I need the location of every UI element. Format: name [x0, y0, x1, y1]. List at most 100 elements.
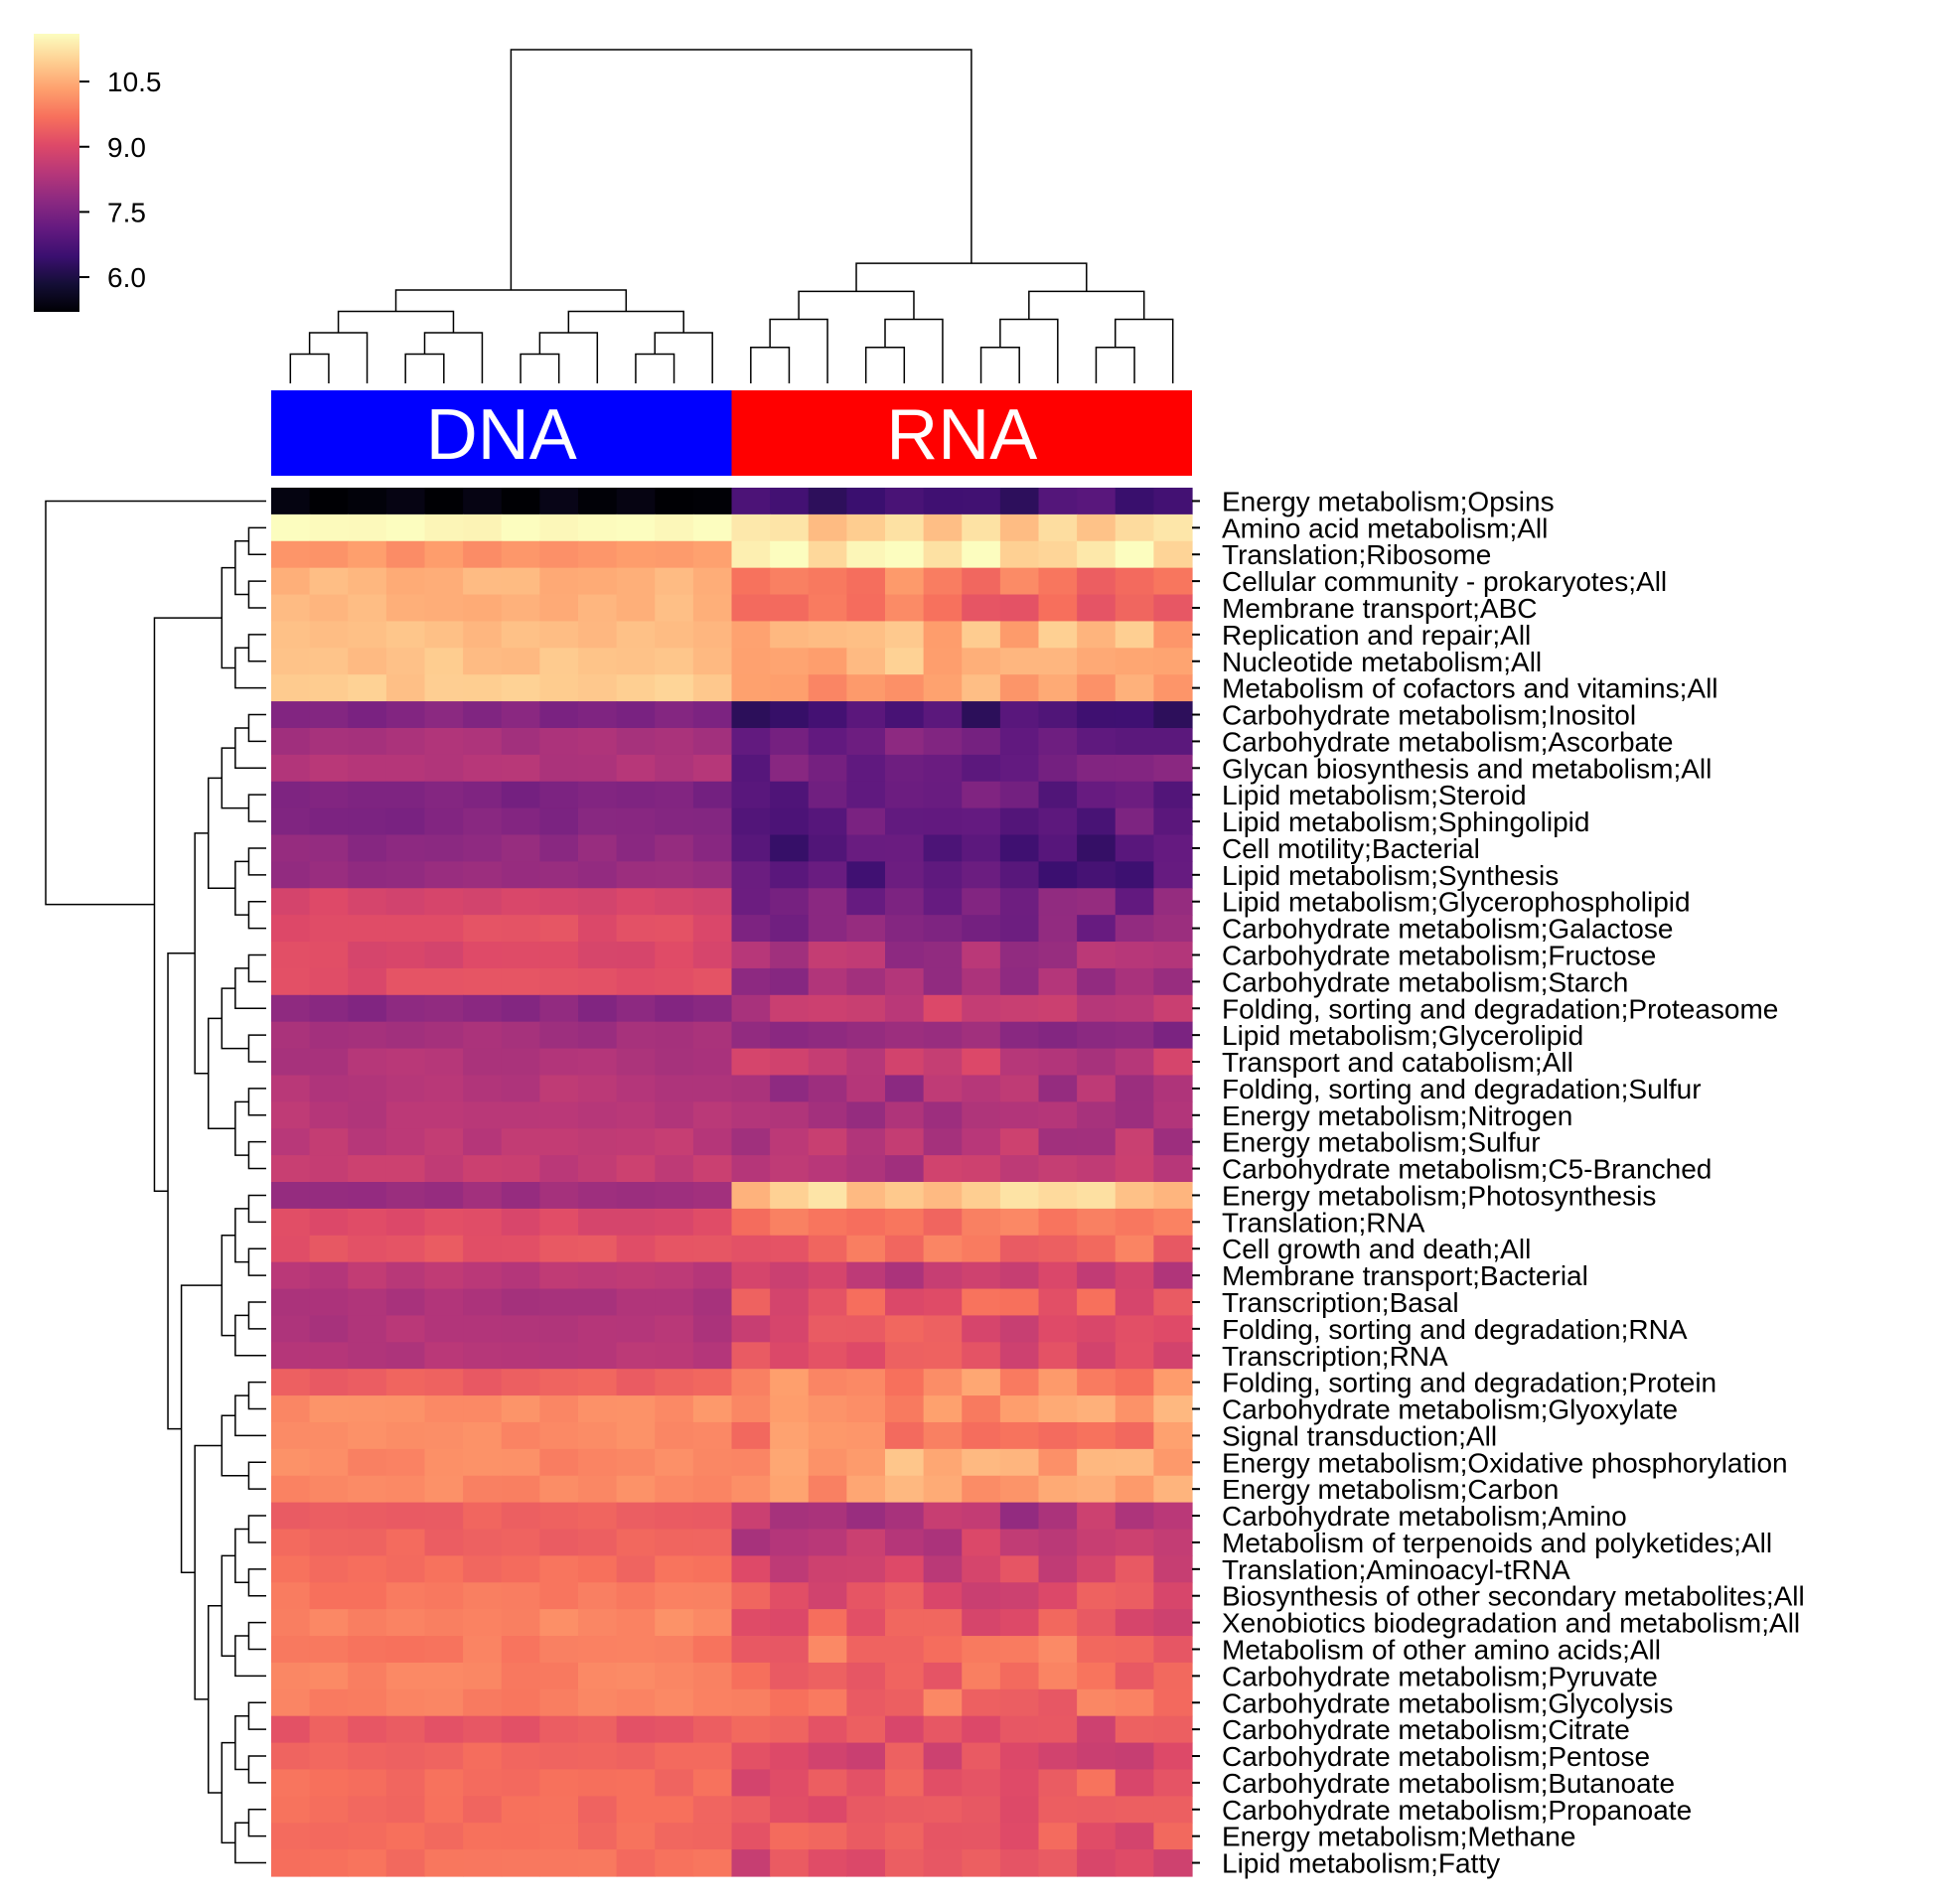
- heatmap-cell: [732, 995, 771, 1022]
- heatmap-cell: [578, 1555, 617, 1582]
- heatmap-cell: [1116, 1128, 1154, 1155]
- heatmap-cell: [1077, 1663, 1116, 1689]
- heatmap-cell: [386, 835, 425, 862]
- heatmap-cell: [1077, 861, 1116, 888]
- heatmap-cell: [1116, 621, 1154, 648]
- heatmap-cell: [1000, 1476, 1039, 1503]
- heatmap-cell: [1039, 1209, 1078, 1236]
- heatmap-cell: [425, 1182, 464, 1209]
- heatmap-cell: [1116, 1449, 1154, 1476]
- heatmap-cell: [425, 942, 464, 968]
- heatmap-cell: [846, 1422, 885, 1449]
- heatmap-cell: [1000, 1182, 1039, 1209]
- heatmap-cell: [1000, 1315, 1039, 1342]
- heatmap-cell: [310, 782, 349, 808]
- heatmap-cell: [809, 701, 847, 728]
- heatmap-cell: [962, 942, 1000, 968]
- heatmap-cell: [885, 1476, 924, 1503]
- heatmap-cell: [809, 915, 847, 942]
- heatmap-cell: [885, 1369, 924, 1395]
- heatmap-cell: [617, 1769, 656, 1796]
- heatmap-cell: [1116, 1609, 1154, 1636]
- heatmap-cell: [962, 1342, 1000, 1369]
- heatmap-cell: [386, 1075, 425, 1101]
- heatmap-cell: [1039, 1342, 1078, 1369]
- heatmap-cell: [310, 1609, 349, 1636]
- heatmap-cell: [463, 1182, 502, 1209]
- heatmap-cell: [885, 1449, 924, 1476]
- heatmap-cell: [732, 1849, 771, 1876]
- heatmap-cell: [924, 1476, 963, 1503]
- heatmap-cell: [655, 1823, 693, 1849]
- heatmap-cell: [809, 1449, 847, 1476]
- heatmap-cell: [348, 1236, 386, 1262]
- heatmap-cell: [425, 514, 464, 541]
- heatmap-cell: [463, 1075, 502, 1101]
- heatmap-cell: [809, 1582, 847, 1609]
- heatmap-cell: [310, 1049, 349, 1076]
- heatmap-cell: [1116, 488, 1154, 514]
- heatmap-cell: [539, 595, 578, 622]
- heatmap-cell: [1000, 1422, 1039, 1449]
- heatmap-cell: [1039, 1155, 1078, 1182]
- heatmap-cell: [1077, 1342, 1116, 1369]
- heatmap-cell: [770, 1155, 809, 1182]
- heatmap-cell: [310, 968, 349, 995]
- row-dendrogram-link: [195, 833, 209, 1074]
- heatmap-cell: [846, 1555, 885, 1582]
- heatmap-cell: [770, 1342, 809, 1369]
- heatmap-cell: [310, 1315, 349, 1342]
- heatmap-cell: [885, 1049, 924, 1076]
- heatmap-cell: [386, 1342, 425, 1369]
- heatmap-cell: [693, 888, 732, 915]
- heatmap-cell: [924, 968, 963, 995]
- heatmap-cell: [1077, 1796, 1116, 1823]
- heatmap-cell: [1077, 648, 1116, 674]
- heatmap-cell: [539, 915, 578, 942]
- heatmap-cell: [1039, 782, 1078, 808]
- heatmap-cell: [655, 728, 693, 755]
- heatmap-cell: [502, 1743, 540, 1770]
- heatmap-cell: [809, 1503, 847, 1530]
- heatmap-cell: [885, 701, 924, 728]
- heatmap-cell: [463, 835, 502, 862]
- heatmap-cell: [502, 514, 540, 541]
- heatmap-cell: [617, 755, 656, 782]
- heatmap-cell: [386, 1609, 425, 1636]
- heatmap-cell: [1116, 1636, 1154, 1663]
- heatmap-cell: [846, 1769, 885, 1796]
- heatmap-cell: [617, 514, 656, 541]
- heatmap-cell: [962, 1555, 1000, 1582]
- heatmap-cell: [962, 1530, 1000, 1556]
- heatmap-cell: [885, 648, 924, 674]
- heatmap-cell: [539, 488, 578, 514]
- heatmap-cell: [271, 1530, 310, 1556]
- heatmap-cell: [732, 861, 771, 888]
- row-dendrogram-link: [248, 1516, 266, 1542]
- heatmap-cell: [386, 1716, 425, 1743]
- heatmap-cell: [578, 1022, 617, 1049]
- heatmap-cell: [1039, 942, 1078, 968]
- heatmap-cell: [425, 1716, 464, 1743]
- heatmap-cell: [809, 1555, 847, 1582]
- heatmap-cell: [617, 1555, 656, 1582]
- heatmap-cell: [1000, 1689, 1039, 1716]
- heatmap-cell: [425, 1422, 464, 1449]
- heatmap-cell: [962, 1049, 1000, 1076]
- heatmap-cell: [578, 1823, 617, 1849]
- heatmap-cell: [425, 1689, 464, 1716]
- heatmap-cell: [693, 1449, 732, 1476]
- heatmap-cell: [463, 888, 502, 915]
- heatmap-cell: [655, 488, 693, 514]
- column-dendrogram-link: [396, 290, 627, 312]
- heatmap-cell: [655, 1369, 693, 1395]
- heatmap-cell: [1000, 1582, 1039, 1609]
- heatmap-cell: [846, 648, 885, 674]
- heatmap-cell: [502, 995, 540, 1022]
- heatmap-cell: [846, 1823, 885, 1849]
- heatmap-cell: [732, 1369, 771, 1395]
- heatmap-cell: [846, 1049, 885, 1076]
- heatmap-cell: [425, 1530, 464, 1556]
- heatmap-cell: [578, 915, 617, 942]
- heatmap-cell: [1000, 835, 1039, 862]
